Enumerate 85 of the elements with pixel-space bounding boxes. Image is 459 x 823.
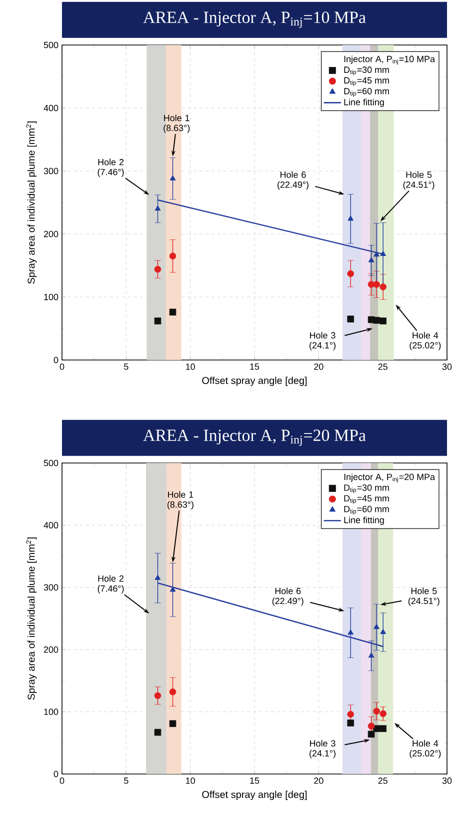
annotation: Hole 6 (22.49°) [272, 588, 304, 606]
annotation: Hole 2 (7.46°) [98, 575, 124, 594]
point [374, 624, 380, 629]
legend-label: Line fitting [344, 516, 384, 525]
annotation: Hole 4 (25.02°) [410, 332, 441, 350]
point [347, 720, 354, 726]
legend-title: Injector A, P$_{inj}$=10 MPa [344, 56, 435, 65]
point [154, 205, 161, 211]
point [170, 586, 176, 592]
point [380, 710, 386, 718]
annotation: Hole 3 (24.1°) [310, 740, 336, 758]
point [368, 730, 375, 738]
point [368, 257, 374, 262]
point [380, 725, 386, 732]
point [169, 688, 176, 696]
x-tick-label: 15 [250, 778, 260, 784]
point [154, 728, 162, 736]
point [368, 652, 374, 658]
point [380, 250, 386, 256]
legend-title: Injector A, P$_{inj}$=20 MPa [344, 474, 435, 482]
point [348, 629, 354, 635]
y-tick-label: 300 [44, 584, 58, 591]
point [374, 251, 380, 257]
point [347, 316, 354, 322]
annotation: Hole 1 (8.63°) [168, 491, 194, 510]
y-tick-label: 400 [44, 104, 58, 112]
x-tick-label: 10 [186, 364, 195, 370]
x-tick-label: 5 [124, 778, 128, 784]
point [169, 720, 176, 728]
legend-label: D$_{tip}$=60 mm [344, 88, 389, 97]
y-tick-label: 200 [44, 646, 58, 653]
annotation: Hole 2 (7.46°) [98, 158, 124, 178]
y-tick-label: 300 [44, 168, 58, 174]
y-tick-label: 200 [44, 230, 58, 238]
point [170, 175, 176, 180]
y-tick-label: 500 [44, 42, 58, 48]
legend-label: Line fitting [344, 98, 384, 108]
x-axis-title: Offset spray angle [deg] [202, 376, 307, 386]
y-tick-label: 100 [44, 294, 58, 300]
x-tick-label: 30 [442, 364, 452, 370]
point [154, 574, 161, 580]
annotation: Hole 5 (24.51°) [408, 588, 440, 606]
point [347, 710, 354, 718]
point [169, 308, 176, 316]
legend-label: D$_{tip}$=30 mm [344, 66, 389, 76]
y-tick-label: 0 [54, 770, 58, 778]
legend-label: D$_{tip}$=60 mm [344, 506, 389, 515]
point [154, 318, 162, 324]
point [373, 708, 380, 715]
point [348, 215, 354, 221]
chart-title: AREA - Injector A, P$_{inj}$=20 MPa [143, 430, 366, 446]
point [373, 316, 380, 324]
point [154, 266, 162, 273]
x-tick-label: 5 [124, 364, 128, 370]
y-tick-label: 0 [54, 356, 58, 364]
annotation: Hole 6 (22.49°) [278, 171, 308, 190]
x-tick-label: 20 [314, 364, 324, 370]
point [347, 270, 354, 278]
annotation: Hole 5 (24.51°) [403, 171, 434, 190]
x-axis-title: Offset spray angle [deg] [202, 790, 307, 800]
x-tick-label: 25 [378, 778, 388, 784]
y-axis-title: Spray area of individual plume [mm$^{2}$] [26, 538, 37, 700]
point [380, 318, 386, 324]
chart-title: AREA - Injector A, P$_{inj}$=10 MPa [143, 12, 366, 28]
x-tick-label: 25 [378, 364, 388, 370]
point [368, 722, 375, 730]
point [380, 628, 386, 634]
point [169, 252, 176, 260]
legend-label: D$_{tip}$=45 mm [344, 77, 389, 86]
y-tick-label: 500 [44, 460, 58, 466]
annotation: Hole 1 (8.63°) [164, 114, 190, 133]
legend-label: D$_{tip}$=45 mm [344, 495, 389, 504]
x-tick-label: 15 [250, 364, 260, 370]
x-tick-label: 10 [186, 778, 195, 784]
point [154, 692, 162, 700]
x-tick-label: 20 [314, 778, 324, 784]
x-tick-label: 0 [60, 778, 64, 784]
y-axis-title: Spray area of individual plume [mm$^{2}$] [26, 122, 37, 284]
x-tick-label: 0 [60, 364, 64, 370]
y-tick-label: 100 [44, 708, 58, 715]
annotation: Hole 4 (25.02°) [410, 740, 441, 758]
x-tick-label: 30 [442, 778, 452, 784]
annotation: Hole 3 (24.1°) [310, 332, 336, 350]
y-tick-label: 400 [44, 522, 58, 528]
legend-label: D$_{tip}$=30 mm [344, 484, 389, 494]
